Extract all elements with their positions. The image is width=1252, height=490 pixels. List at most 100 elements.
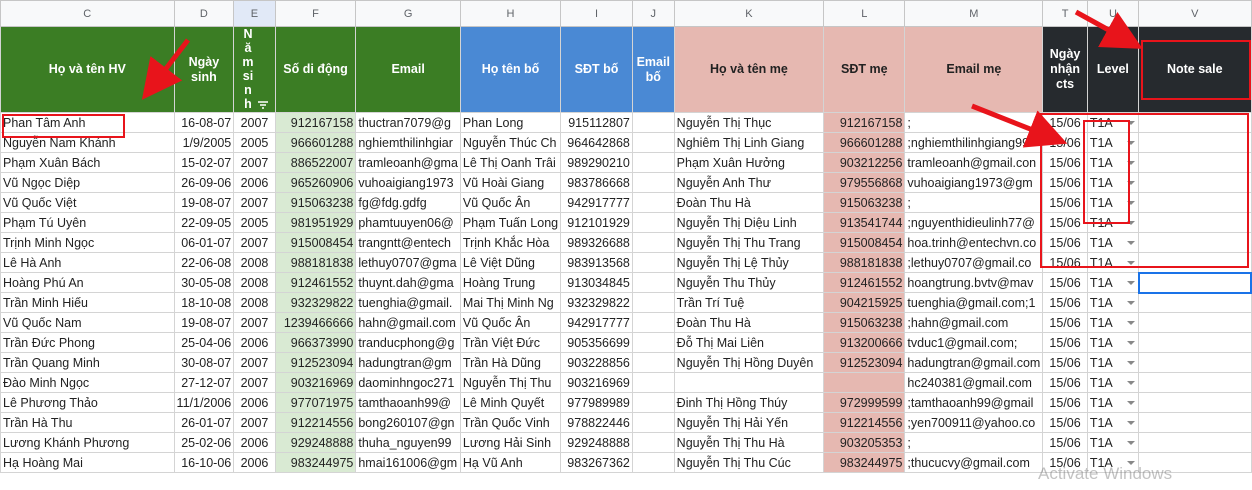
table-cell[interactable]: Nguyễn Thị Thu Hà bbox=[673, 432, 825, 453]
table-cell[interactable]: 2006 bbox=[233, 392, 276, 413]
table-cell[interactable]: Vũ Quốc Nam bbox=[0, 312, 175, 333]
table-cell[interactable]: 983267362 bbox=[560, 452, 633, 473]
table-cell[interactable]: Vũ Ngọc Diệp bbox=[0, 172, 175, 193]
table-cell[interactable] bbox=[631, 312, 675, 333]
table-cell[interactable]: 983244975 bbox=[823, 452, 906, 473]
column-letter[interactable]: K bbox=[673, 0, 825, 27]
table-cell[interactable]: Nguyễn Thị Hải Yến bbox=[673, 412, 825, 433]
column-letter[interactable]: U bbox=[1086, 0, 1140, 27]
header-cell[interactable]: Số di động bbox=[274, 26, 357, 113]
table-cell[interactable]: vuhoaigiang1973@gm bbox=[904, 172, 1044, 193]
table-cell[interactable]: 2005 bbox=[233, 212, 276, 233]
table-cell[interactable]: Lê Việt Dũng bbox=[459, 252, 562, 273]
table-cell[interactable]: 929248888 bbox=[274, 432, 357, 453]
table-cell[interactable]: 18-10-08 bbox=[173, 292, 235, 313]
header-cell[interactable]: SĐT bố bbox=[560, 26, 633, 113]
table-cell[interactable]: 2007 bbox=[233, 412, 276, 433]
table-cell[interactable]: nghiemthilinhgiar bbox=[355, 132, 461, 153]
table-cell[interactable]: Lương Hải Sinh bbox=[459, 432, 562, 453]
table-cell[interactable]: Mai Thị Minh Ng bbox=[459, 292, 562, 313]
table-cell[interactable]: thuctran7079@g bbox=[355, 112, 461, 133]
table-cell[interactable]: Nguyễn Thúc Ch bbox=[459, 132, 562, 153]
table-cell[interactable]: Vũ Quốc Ân bbox=[459, 192, 562, 213]
table-cell[interactable]: Trịnh Khắc Hòa bbox=[459, 232, 562, 253]
dropdown-caret-icon[interactable] bbox=[1127, 161, 1135, 165]
header-cell[interactable]: Level bbox=[1086, 26, 1140, 113]
table-cell[interactable]: Trần Đức Phong bbox=[0, 332, 175, 353]
table-cell[interactable]: tramleoanh@gmail.con bbox=[904, 152, 1044, 173]
table-cell[interactable]: 2008 bbox=[233, 272, 276, 293]
table-cell[interactable]: ;thucucvy@gmail.com bbox=[904, 452, 1044, 473]
table-cell[interactable]: daominhngoc271 bbox=[355, 372, 461, 393]
table-cell[interactable]: 915008454 bbox=[823, 232, 906, 253]
column-letter[interactable]: V bbox=[1138, 0, 1252, 27]
header-cell-nam-sinh[interactable]: Năm sinh bbox=[233, 26, 276, 113]
table-cell[interactable] bbox=[631, 232, 675, 253]
table-cell[interactable]: 15/06 bbox=[1042, 432, 1088, 453]
dropdown-caret-icon[interactable] bbox=[1127, 381, 1135, 385]
table-cell[interactable]: Hoàng Phú An bbox=[0, 272, 175, 293]
table-cell[interactable]: 981951929 bbox=[274, 212, 357, 233]
table-cell[interactable]: 904215925 bbox=[823, 292, 906, 313]
table-cell[interactable]: 1239466666 bbox=[274, 312, 357, 333]
table-cell[interactable]: 903216969 bbox=[274, 372, 357, 393]
table-cell[interactable]: Đoàn Thu Hà bbox=[673, 192, 825, 213]
table-cell[interactable]: Nguyễn Thị Thục bbox=[673, 112, 825, 133]
table-cell[interactable]: 929248888 bbox=[560, 432, 633, 453]
table-cell[interactable]: 2008 bbox=[233, 292, 276, 313]
table-cell[interactable]: 913541744 bbox=[823, 212, 906, 233]
dropdown-caret-icon[interactable] bbox=[1127, 121, 1135, 125]
table-cell[interactable]: 26-01-07 bbox=[173, 412, 235, 433]
table-cell[interactable]: 15/06 bbox=[1042, 372, 1088, 393]
table-cell[interactable] bbox=[1138, 312, 1252, 333]
table-cell[interactable]: hoa.trinh@entechvn.co bbox=[904, 232, 1044, 253]
table-cell[interactable]: 932329822 bbox=[274, 292, 357, 313]
table-cell[interactable] bbox=[631, 252, 675, 273]
table-cell[interactable]: ;nguyenthidieulinh77@ bbox=[904, 212, 1044, 233]
table-cell[interactable]: ; bbox=[904, 192, 1044, 213]
table-cell[interactable]: 16-08-07 bbox=[173, 112, 235, 133]
table-cell[interactable]: 15/06 bbox=[1042, 392, 1088, 413]
table-cell[interactable]: Vũ Hoài Giang bbox=[459, 172, 562, 193]
header-cell[interactable]: Ngày sinh bbox=[173, 26, 235, 113]
table-cell[interactable]: tamthaoanh99@ bbox=[355, 392, 461, 413]
table-cell[interactable]: 15/06 bbox=[1042, 332, 1088, 353]
table-cell[interactable]: 15/06 bbox=[1042, 272, 1088, 293]
dropdown-caret-icon[interactable] bbox=[1127, 361, 1135, 365]
table-cell[interactable]: 2006 bbox=[233, 332, 276, 353]
table-cell[interactable]: 886522007 bbox=[274, 152, 357, 173]
table-cell[interactable]: 915063238 bbox=[823, 192, 906, 213]
table-cell[interactable] bbox=[631, 432, 675, 453]
table-cell[interactable]: 903228856 bbox=[560, 352, 633, 373]
table-cell[interactable]: T1A bbox=[1086, 412, 1140, 433]
table-cell[interactable]: thuynt.dah@gma bbox=[355, 272, 461, 293]
table-cell[interactable]: 983244975 bbox=[274, 452, 357, 473]
table-cell[interactable] bbox=[631, 392, 675, 413]
table-cell[interactable]: 966601288 bbox=[823, 132, 906, 153]
table-cell[interactable]: Lê Phương Thảo bbox=[0, 392, 175, 413]
table-cell[interactable]: Nguyễn Thị Diệu Linh bbox=[673, 212, 825, 233]
table-cell[interactable]: Phạm Tú Uyên bbox=[0, 212, 175, 233]
table-cell[interactable]: 2007 bbox=[233, 372, 276, 393]
table-cell[interactable]: hmai161006@gm bbox=[355, 452, 461, 473]
table-cell[interactable]: T1A bbox=[1086, 332, 1140, 353]
column-letter[interactable]: T bbox=[1042, 0, 1088, 27]
table-cell[interactable]: bong260107@gn bbox=[355, 412, 461, 433]
dropdown-caret-icon[interactable] bbox=[1127, 321, 1135, 325]
table-cell[interactable]: Nghiêm Thị Linh Giang bbox=[673, 132, 825, 153]
table-cell[interactable]: 11/1/2006 bbox=[173, 392, 235, 413]
column-letter[interactable]: M bbox=[904, 0, 1044, 27]
table-cell[interactable]: hoangtrung.bvtv@mav bbox=[904, 272, 1044, 293]
table-cell[interactable]: 26-09-06 bbox=[173, 172, 235, 193]
table-cell[interactable] bbox=[631, 332, 675, 353]
table-cell[interactable]: ;hahn@gmail.com bbox=[904, 312, 1044, 333]
table-cell[interactable]: T1A bbox=[1086, 372, 1140, 393]
table-cell[interactable] bbox=[1137, 271, 1252, 294]
table-cell[interactable]: 15/06 bbox=[1042, 192, 1088, 213]
table-cell[interactable]: Đoàn Thu Hà bbox=[673, 312, 825, 333]
table-cell[interactable]: hahn@gmail.com bbox=[355, 312, 461, 333]
table-cell[interactable]: Nguyễn Thu Thủy bbox=[673, 272, 825, 293]
table-cell[interactable] bbox=[1138, 372, 1252, 393]
table-cell[interactable]: 15/06 bbox=[1042, 152, 1088, 173]
table-cell[interactable]: Trần Trí Tuệ bbox=[673, 292, 825, 313]
